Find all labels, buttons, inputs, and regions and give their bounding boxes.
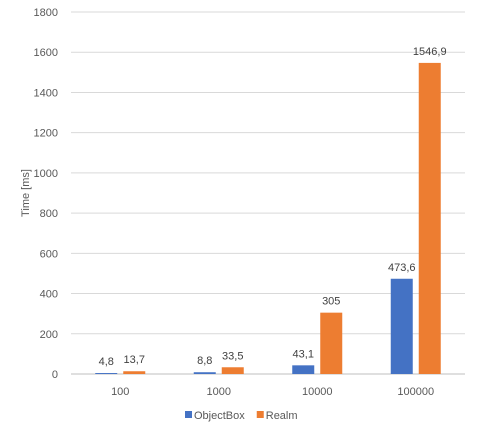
y-tick-label: 1600 [34,47,58,59]
data-label: 305 [322,296,340,308]
bar-objectbox [193,372,216,374]
x-tick-label: 100 [111,386,129,398]
x-tick-label: 100000 [397,386,434,398]
legend-label-realm: Realm [266,410,298,422]
y-tick-label: 200 [40,329,58,341]
bar-realm [418,62,441,375]
y-tick-label: 1400 [34,87,58,99]
data-label: 43,1 [293,348,314,360]
x-tick-label: 1000 [207,386,231,398]
y-tick-label: 400 [40,289,58,301]
x-tick-label: 10000 [302,386,333,398]
bar-realm [123,371,146,374]
y-tick-label: 800 [40,208,58,220]
bars: 4,8 13,7 8,8 33,5 43,1 305 473,6 1546,9 [95,46,447,375]
data-label: 473,6 [388,262,416,274]
y-axis-title: Time [ms] [20,169,32,217]
legend: ObjectBox Realm [185,410,298,422]
bar-realm [221,367,244,374]
gridlines [71,11,465,375]
y-tick-label: 1200 [34,128,58,140]
bar-objectbox [390,278,413,374]
data-label: 13,7 [124,354,145,366]
y-tick-label: 1800 [34,7,58,19]
x-axis-ticks: 100 1000 10000 100000 [111,386,434,398]
data-label: 8,8 [197,355,212,367]
data-label: 33,5 [222,350,243,362]
data-label: 1546,9 [413,46,447,58]
legend-swatch-objectbox [185,411,192,418]
legend-label-objectbox: ObjectBox [194,410,245,422]
bar-objectbox [292,365,315,374]
y-tick-label: 600 [40,248,58,260]
bar-objectbox [95,373,118,374]
y-tick-label: 0 [52,369,58,381]
bar-realm [320,312,343,374]
data-label: 4,8 [99,356,114,368]
y-tick-label: 1000 [34,168,58,180]
legend-swatch-realm [256,411,264,418]
y-axis-ticks: 0 200 400 600 800 1000 1200 1400 1600 1800 [34,7,58,381]
